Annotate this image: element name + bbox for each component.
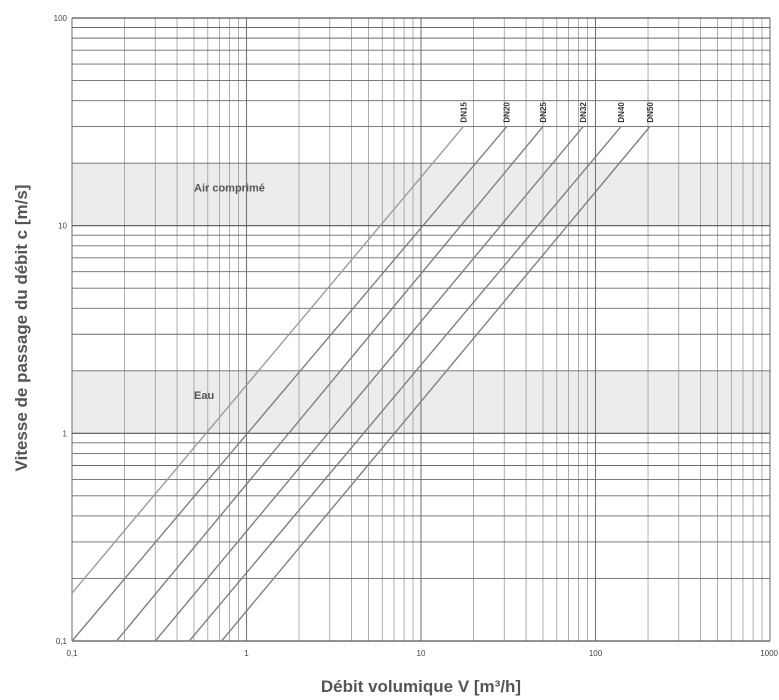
- series-label-dn32: DN32: [579, 102, 588, 123]
- y-tick-label: 100: [54, 14, 68, 23]
- x-tick-label: 10: [417, 649, 426, 658]
- x-tick-label: 1: [244, 649, 249, 658]
- y-tick-label: 10: [58, 222, 67, 231]
- series-label-dn50: DN50: [646, 102, 655, 123]
- series-line-dn32: [154, 126, 584, 642]
- series-label-dn20: DN20: [503, 102, 512, 123]
- grid-layer: [71, 17, 771, 642]
- y-tick-label: 0,1: [56, 637, 68, 646]
- y-tick-label: 1: [63, 429, 68, 438]
- series-layer: [71, 126, 651, 642]
- x-axis-title: Débit volumique V [m³/h]: [321, 677, 521, 696]
- series-line-dn40: [188, 126, 622, 642]
- series-label-dn25: DN25: [539, 102, 548, 123]
- series-line-dn20: [71, 126, 508, 642]
- y-axis-title: Vitesse de passage du débit c [m/s]: [12, 185, 31, 472]
- series-label-dn15: DN15: [459, 102, 468, 123]
- band-label-0: Air comprimé: [194, 182, 265, 194]
- x-tick-label: 1000: [760, 649, 778, 658]
- series-line-dn25: [116, 126, 544, 642]
- series-line-dn50: [221, 126, 651, 642]
- series-line-dn15: [71, 126, 464, 594]
- band-label-1: Eau: [194, 390, 214, 402]
- series-label-dn40: DN40: [617, 102, 626, 123]
- labels-layer: DN15 DN20 DN25 DN32 DN40 DN50 Air comprimé Eau 0…: [54, 14, 779, 658]
- x-tick-label: 100: [589, 649, 603, 658]
- x-tick-label: 0,1: [66, 649, 78, 658]
